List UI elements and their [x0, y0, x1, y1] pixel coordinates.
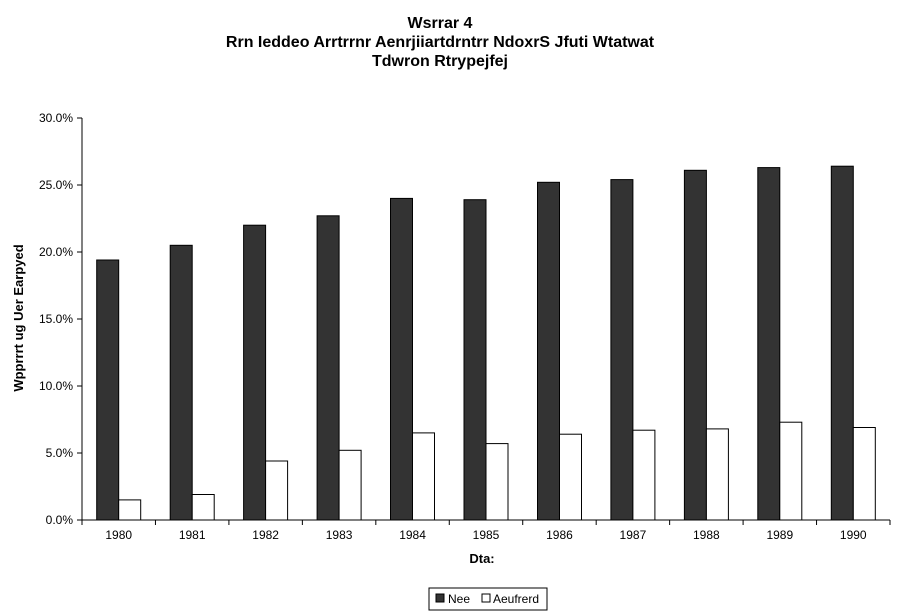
x-tick-label-1981: 1981	[179, 528, 206, 542]
bar-nee-1985	[463, 199, 487, 521]
y-tick-label: 25.0%	[39, 178, 73, 192]
axes: 0.0% 5.0% 10.0% 15.0% 20.0% 25.0% 30.0% 1980 198…	[39, 111, 891, 542]
x-tick-label-1987: 1987	[620, 528, 647, 542]
bar-nee-1988	[683, 169, 707, 521]
bar-aeufrerd-1985	[485, 443, 509, 521]
bar-aeufrerd-1983	[338, 449, 362, 521]
bar-nee-1987	[610, 179, 634, 521]
y-tick-label: 30.0%	[39, 111, 73, 125]
legend: Nee Aeufrerd	[428, 587, 548, 611]
chart-title: Wsrrar 4 Rrn Ieddeo Arrtrrnr Aenrjiiartd…	[226, 15, 655, 70]
y-tick-label: 15.0%	[39, 312, 73, 326]
x-tick-label-1983: 1983	[326, 528, 353, 542]
bar-aeufrerd-1990	[852, 427, 876, 521]
bar-aeufrerd-1981	[191, 494, 215, 521]
chart-title-line-3: Tdwron Rtrypejfej	[372, 53, 508, 70]
x-axis-label: Dta:	[469, 551, 494, 566]
y-tick-label: 0.0%	[46, 513, 74, 527]
bar-nee-1984	[390, 197, 413, 521]
bar-aeufrerd-1980	[118, 499, 142, 521]
x-tick-label-1982: 1982	[252, 528, 279, 542]
legend-label-nee: Nee	[448, 592, 470, 606]
chart-title-line-1: Wsrrar 4	[408, 15, 473, 32]
bar-aeufrerd-1982	[265, 460, 289, 521]
x-tick-label-1984: 1984	[399, 528, 426, 542]
bar-nee-1990	[830, 165, 854, 521]
y-tick-label: 5.0%	[46, 446, 74, 460]
bar-aeufrerd-1986	[559, 433, 582, 521]
bar-aeufrerd-1988	[705, 428, 729, 521]
bar-aeufrerd-1989	[779, 421, 803, 521]
bar-nee-1986	[537, 181, 560, 521]
x-tick-label-1990: 1990	[840, 528, 867, 542]
legend-swatch-aeufrerd	[481, 593, 491, 603]
bar-nee-1980	[96, 259, 120, 521]
bar-aeufrerd-1987	[632, 429, 656, 521]
y-axis-label: Wpprrrt ug Uer Earpyed	[11, 244, 26, 391]
bar-nee-1981	[169, 244, 193, 521]
chart-title-line-2: Rrn Ieddeo Arrtrrnr Aenrjiiartdrntrr Ndo…	[226, 34, 655, 51]
x-tick-label-1980: 1980	[105, 528, 132, 542]
legend-swatch-nee	[435, 593, 445, 603]
bar-nee-1982	[243, 224, 267, 521]
x-tick-label-1986: 1986	[546, 528, 573, 542]
bar-nee-1989	[757, 167, 781, 521]
plot-area	[96, 165, 876, 521]
bar-aeufrerd-1984	[412, 432, 435, 521]
legend-label-aeufrerd: Aeufrerd	[493, 592, 539, 606]
x-tick-label-1989: 1989	[766, 528, 793, 542]
x-tick-label-1988: 1988	[693, 528, 720, 542]
y-tick-label: 20.0%	[39, 245, 73, 259]
bar-nee-1983	[316, 215, 340, 521]
x-tick-label-1985: 1985	[473, 528, 500, 542]
y-tick-label: 10.0%	[39, 379, 73, 393]
